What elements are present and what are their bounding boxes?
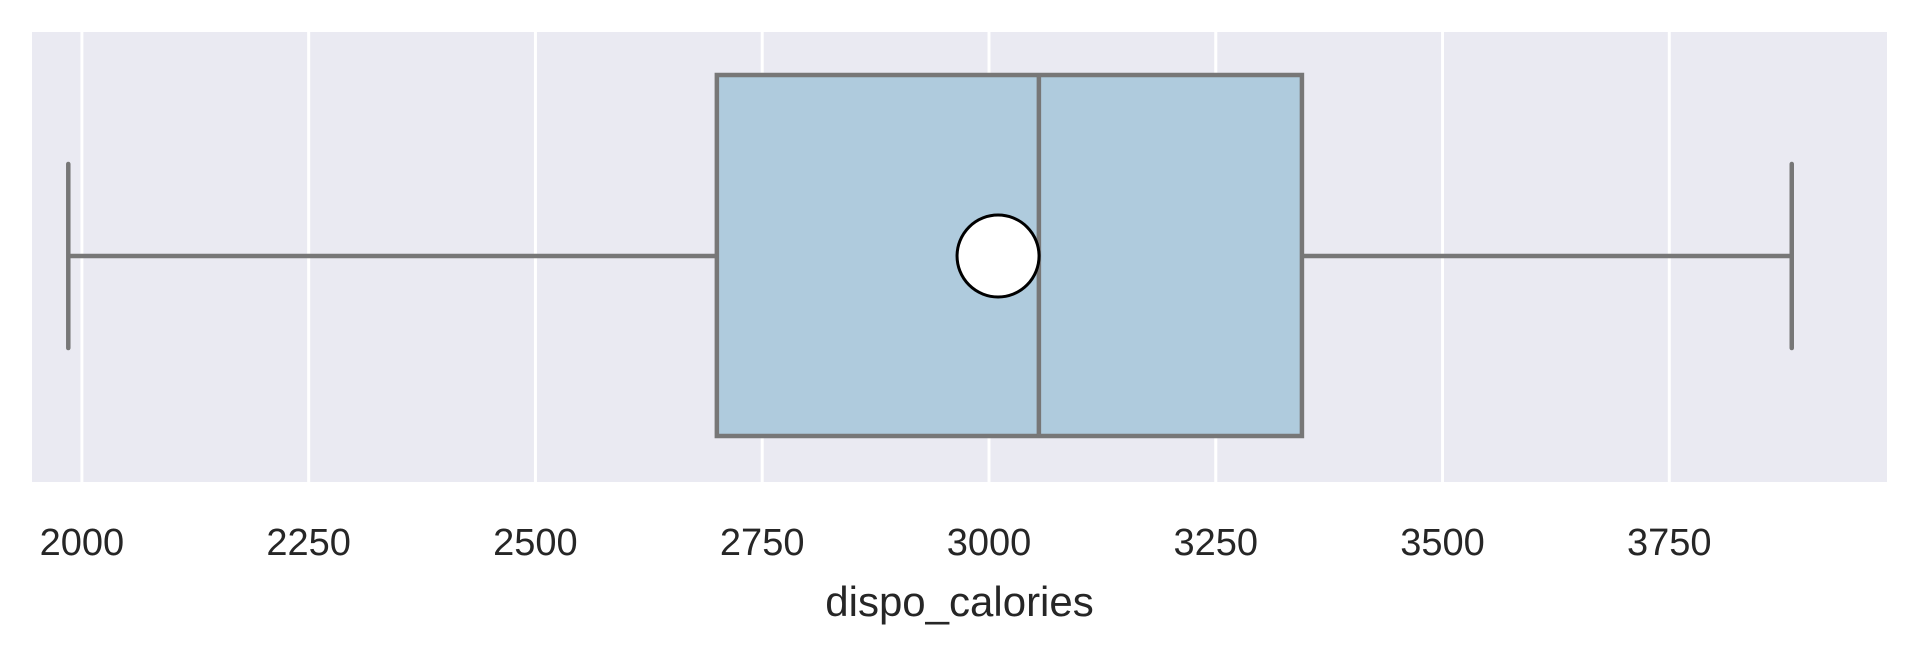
x-tick-label: 2250 [266, 522, 351, 564]
x-tick-label: 3750 [1627, 522, 1712, 564]
x-tick-label: 2000 [40, 522, 125, 564]
x-tick-label: 3000 [947, 522, 1032, 564]
x-axis-label: dispo_calories [825, 578, 1094, 625]
x-tick-label: 2750 [720, 522, 805, 564]
x-tick-label: 3250 [1173, 522, 1258, 564]
mean-marker [955, 213, 1041, 299]
x-tick-label: 2500 [493, 522, 578, 564]
x-tick-labels: 2000 2250 2500 2750 3000 3250 3500 3750 [40, 522, 1712, 564]
x-tick-label: 3500 [1400, 522, 1485, 564]
box-plot [66, 72, 1795, 439]
